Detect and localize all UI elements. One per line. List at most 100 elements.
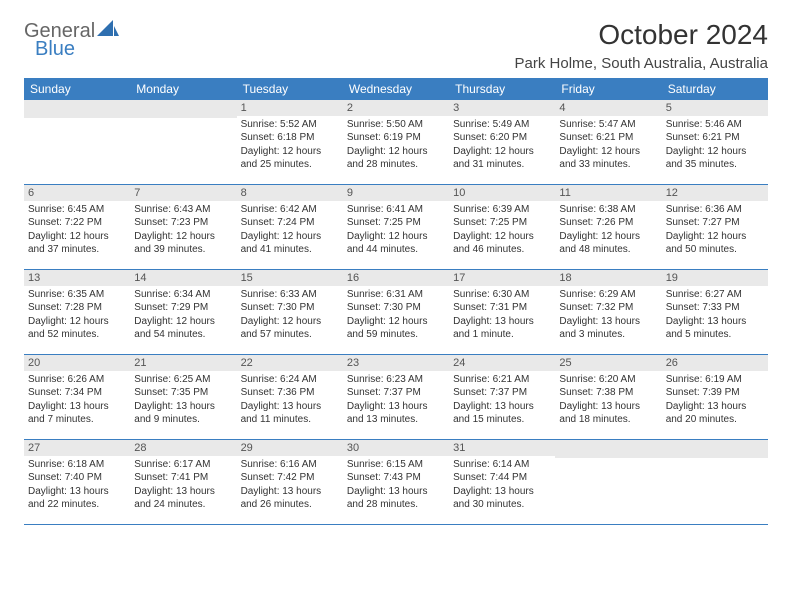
day-details: Sunrise: 6:41 AMSunset: 7:25 PMDaylight:… (343, 201, 449, 261)
day-number: 13 (24, 270, 130, 286)
calendar-week-row: 27Sunrise: 6:18 AMSunset: 7:40 PMDayligh… (24, 439, 768, 524)
day-details: Sunrise: 6:14 AMSunset: 7:44 PMDaylight:… (449, 456, 555, 516)
sunset-text: Sunset: 7:33 PM (666, 301, 764, 315)
day-details: Sunrise: 6:20 AMSunset: 7:38 PMDaylight:… (555, 371, 661, 431)
day-number: 25 (555, 355, 661, 371)
weekday-header: Friday (555, 78, 661, 100)
daylight-text: Daylight: 12 hours and 46 minutes. (453, 230, 551, 257)
calendar-empty-cell (24, 100, 130, 185)
calendar-week-row: 6Sunrise: 6:45 AMSunset: 7:22 PMDaylight… (24, 184, 768, 269)
sunrise-text: Sunrise: 6:23 AM (347, 373, 445, 387)
day-number-bar (130, 100, 236, 118)
day-details: Sunrise: 6:26 AMSunset: 7:34 PMDaylight:… (24, 371, 130, 431)
sunrise-text: Sunrise: 6:42 AM (241, 203, 339, 217)
daylight-text: Daylight: 13 hours and 13 minutes. (347, 400, 445, 427)
calendar-empty-cell (130, 100, 236, 185)
calendar-head: SundayMondayTuesdayWednesdayThursdayFrid… (24, 78, 768, 100)
calendar-day-cell: 21Sunrise: 6:25 AMSunset: 7:35 PMDayligh… (130, 354, 236, 439)
calendar-day-cell: 27Sunrise: 6:18 AMSunset: 7:40 PMDayligh… (24, 439, 130, 524)
sunrise-text: Sunrise: 6:16 AM (241, 458, 339, 472)
sunrise-text: Sunrise: 6:41 AM (347, 203, 445, 217)
day-number: 12 (662, 185, 768, 201)
weekday-header: Tuesday (237, 78, 343, 100)
sunset-text: Sunset: 7:32 PM (559, 301, 657, 315)
daylight-text: Daylight: 12 hours and 31 minutes. (453, 145, 551, 172)
sunrise-text: Sunrise: 6:39 AM (453, 203, 551, 217)
calendar-day-cell: 4Sunrise: 5:47 AMSunset: 6:21 PMDaylight… (555, 100, 661, 185)
sunrise-text: Sunrise: 6:15 AM (347, 458, 445, 472)
weekday-header: Sunday (24, 78, 130, 100)
calendar-day-cell: 16Sunrise: 6:31 AMSunset: 7:30 PMDayligh… (343, 269, 449, 354)
weekday-header: Monday (130, 78, 236, 100)
calendar-day-cell: 20Sunrise: 6:26 AMSunset: 7:34 PMDayligh… (24, 354, 130, 439)
sunset-text: Sunset: 7:25 PM (347, 216, 445, 230)
calendar-day-cell: 5Sunrise: 5:46 AMSunset: 6:21 PMDaylight… (662, 100, 768, 185)
daylight-text: Daylight: 13 hours and 11 minutes. (241, 400, 339, 427)
day-number: 15 (237, 270, 343, 286)
day-number: 10 (449, 185, 555, 201)
sunset-text: Sunset: 7:40 PM (28, 471, 126, 485)
sunrise-text: Sunrise: 6:34 AM (134, 288, 232, 302)
sunset-text: Sunset: 7:34 PM (28, 386, 126, 400)
calendar-day-cell: 14 Sunrise: 6:34 AMSunset: 7:29 PMDayligh… (130, 269, 236, 354)
day-details: Sunrise: 6:29 AMSunset: 7:32 PMDaylight:… (555, 286, 661, 346)
daylight-text: Daylight: 12 hours and 59 minutes. (347, 315, 445, 342)
sunset-text: Sunset: 7:27 PM (666, 216, 764, 230)
daylight-text: Daylight: 12 hours and 54 minutes. (134, 315, 232, 342)
daylight-text: Daylight: 12 hours and 37 minutes. (28, 230, 126, 257)
sunset-text: Sunset: 6:20 PM (453, 131, 551, 145)
day-number: 17 (449, 270, 555, 286)
day-number: 22 (237, 355, 343, 371)
daylight-text: Daylight: 12 hours and 25 minutes. (241, 145, 339, 172)
sunset-text: Sunset: 6:21 PM (666, 131, 764, 145)
calendar-day-cell: 19Sunrise: 6:27 AMSunset: 7:33 PMDayligh… (662, 269, 768, 354)
daylight-text: Daylight: 13 hours and 3 minutes. (559, 315, 657, 342)
day-number: 23 (343, 355, 449, 371)
calendar-body: 1Sunrise: 5:52 AMSunset: 6:18 PMDaylight… (24, 100, 768, 525)
calendar-week-row: 13Sunrise: 6:35 AMSunset: 7:28 PMDayligh… (24, 269, 768, 354)
day-details: Sunrise: 5:47 AMSunset: 6:21 PMDaylight:… (555, 116, 661, 176)
sunrise-text: Sunrise: 6:33 AM (241, 288, 339, 302)
sunset-text: Sunset: 6:19 PM (347, 131, 445, 145)
sunrise-text: Sunrise: 6:36 AM (666, 203, 764, 217)
day-details: Sunrise: 5:46 AMSunset: 6:21 PMDaylight:… (662, 116, 768, 176)
location: Park Holme, South Australia, Australia (515, 55, 768, 72)
day-number: 31 (449, 440, 555, 456)
day-details: Sunrise: 6:24 AMSunset: 7:36 PMDaylight:… (237, 371, 343, 431)
day-number: 29 (237, 440, 343, 456)
day-details: Sunrise: 6:27 AMSunset: 7:33 PMDaylight:… (662, 286, 768, 346)
day-details: Sunrise: 6:15 AMSunset: 7:43 PMDaylight:… (343, 456, 449, 516)
day-details: Sunrise: 6:25 AMSunset: 7:35 PMDaylight:… (130, 371, 236, 431)
calendar-day-cell: 15Sunrise: 6:33 AMSunset: 7:30 PMDayligh… (237, 269, 343, 354)
day-details: Sunrise: 5:50 AMSunset: 6:19 PMDaylight:… (343, 116, 449, 176)
sunrise-text: Sunrise: 6:21 AM (453, 373, 551, 387)
day-number: 16 (343, 270, 449, 286)
sunset-text: Sunset: 7:30 PM (347, 301, 445, 315)
calendar-day-cell: 30Sunrise: 6:15 AMSunset: 7:43 PMDayligh… (343, 439, 449, 524)
daylight-text: Daylight: 12 hours and 35 minutes. (666, 145, 764, 172)
daylight-text: Daylight: 12 hours and 39 minutes. (134, 230, 232, 257)
day-details: Sunrise: 6:36 AMSunset: 7:27 PMDaylight:… (662, 201, 768, 261)
sunset-text: Sunset: 7:29 PM (134, 301, 232, 315)
calendar-day-cell: 9Sunrise: 6:41 AMSunset: 7:25 PMDaylight… (343, 184, 449, 269)
day-details: Sunrise: 6:35 AMSunset: 7:28 PMDaylight:… (24, 286, 130, 346)
calendar-day-cell: 31Sunrise: 6:14 AMSunset: 7:44 PMDayligh… (449, 439, 555, 524)
daylight-text: Daylight: 13 hours and 15 minutes. (453, 400, 551, 427)
daylight-text: Daylight: 13 hours and 9 minutes. (134, 400, 232, 427)
day-details: Sunrise: 6:17 AMSunset: 7:41 PMDaylight:… (130, 456, 236, 516)
sunrise-text: Sunrise: 6:19 AM (666, 373, 764, 387)
sunrise-text: Sunrise: 6:38 AM (559, 203, 657, 217)
day-number: 14 (130, 270, 236, 286)
sunrise-text: Sunrise: 6:43 AM (134, 203, 232, 217)
daylight-text: Daylight: 12 hours and 44 minutes. (347, 230, 445, 257)
calendar-day-cell: 24Sunrise: 6:21 AMSunset: 7:37 PMDayligh… (449, 354, 555, 439)
sunset-text: Sunset: 7:41 PM (134, 471, 232, 485)
day-details: Sunrise: 6:18 AMSunset: 7:40 PMDaylight:… (24, 456, 130, 516)
daylight-text: Daylight: 12 hours and 52 minutes. (28, 315, 126, 342)
day-number-bar (662, 440, 768, 458)
day-number: 8 (237, 185, 343, 201)
day-details: Sunrise: 6:43 AMSunset: 7:23 PMDaylight:… (130, 201, 236, 261)
sunset-text: Sunset: 7:37 PM (453, 386, 551, 400)
sunrise-text: Sunrise: 5:46 AM (666, 118, 764, 132)
sunset-text: Sunset: 6:18 PM (241, 131, 339, 145)
